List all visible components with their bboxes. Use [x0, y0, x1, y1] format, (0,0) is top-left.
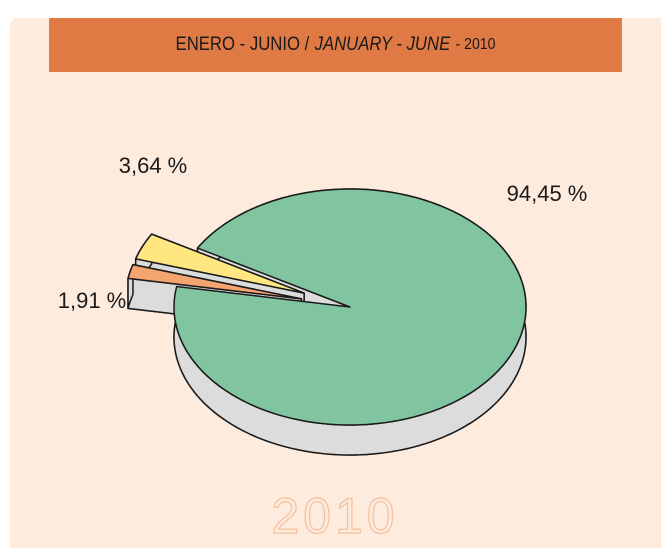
- slice: [134, 233, 305, 294]
- header: ENERO - JUNIO / JANUARY - JUNE - 2010: [49, 18, 622, 72]
- data-label: 94,45 %: [507, 181, 588, 206]
- title-part: JANUARY - JUNE: [314, 34, 451, 55]
- panel: ENERO - JUNIO / JANUARY - JUNE - 2010: [10, 18, 661, 548]
- title-part: ENERO - JUNIO /: [175, 34, 310, 55]
- watermark: 2010: [271, 488, 398, 544]
- data-label: 1,91 %: [58, 288, 127, 313]
- data-label: 3,64 %: [119, 153, 188, 178]
- title-part: - 2010: [455, 36, 496, 53]
- slice: [173, 188, 527, 426]
- slice: [127, 263, 303, 300]
